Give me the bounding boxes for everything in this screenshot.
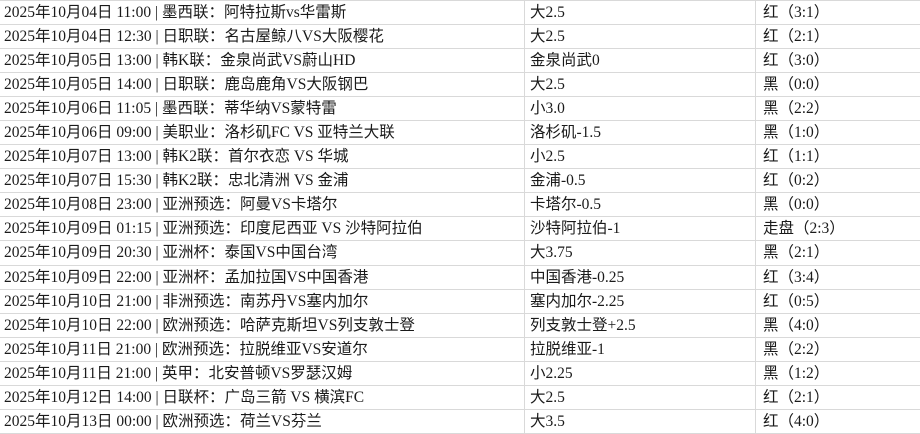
match-info-cell: 2025年10月08日 23:00 | 亚洲预选：阿曼VS卡塔尔 — [0, 193, 525, 217]
pick-cell: 小3.0 — [525, 97, 756, 121]
pick-cell: 大2.5 — [525, 1, 756, 25]
result-cell: 黑（4:0） — [756, 313, 920, 337]
pick-cell: 大3.75 — [525, 241, 756, 265]
match-info-cell: 2025年10月09日 01:15 | 亚洲预选：印度尼西亚 VS 沙特阿拉伯 — [0, 217, 525, 241]
match-info-cell: 2025年10月11日 21:00 | 欧洲预选：拉脱维亚VS安道尔 — [0, 337, 525, 361]
result-cell: 走盘（2:3） — [756, 217, 920, 241]
result-cell: 红（0:5） — [756, 289, 920, 313]
match-info-cell: 2025年10月09日 20:30 | 亚洲杯：泰国VS中国台湾 — [0, 241, 525, 265]
pick-cell: 大2.5 — [525, 73, 756, 97]
result-cell: 红（3:0） — [756, 49, 920, 73]
pick-cell: 小2.25 — [525, 361, 756, 385]
result-cell: 红（2:1） — [756, 25, 920, 49]
pick-cell: 大3.5 — [525, 409, 756, 433]
match-info-cell: 2025年10月06日 09:00 | 美职业：洛杉矶FC VS 亚特兰大联 — [0, 121, 525, 145]
match-info-cell: 2025年10月07日 15:30 | 韩K2联：忠北清洲 VS 金浦 — [0, 169, 525, 193]
match-info-cell: 2025年10月05日 13:00 | 韩K联：金泉尚武VS蔚山HD — [0, 49, 525, 73]
table-row: 2025年10月09日 01:15 | 亚洲预选：印度尼西亚 VS 沙特阿拉伯沙… — [0, 217, 920, 241]
pick-cell: 洛杉矶-1.5 — [525, 121, 756, 145]
pick-cell: 列支敦士登+2.5 — [525, 313, 756, 337]
result-cell: 红（4:0） — [756, 409, 920, 433]
pick-cell: 大2.5 — [525, 25, 756, 49]
match-info-cell: 2025年10月05日 14:00 | 日职联：鹿岛鹿角VS大阪钢巴 — [0, 73, 525, 97]
pick-cell: 小2.5 — [525, 145, 756, 169]
pick-cell: 沙特阿拉伯-1 — [525, 217, 756, 241]
table-row: 2025年10月11日 21:00 | 欧洲预选：拉脱维亚VS安道尔拉脱维亚-1… — [0, 337, 920, 361]
match-info-cell: 2025年10月10日 22:00 | 欧洲预选：哈萨克斯坦VS列支敦士登 — [0, 313, 525, 337]
pick-cell: 拉脱维亚-1 — [525, 337, 756, 361]
pick-cell: 卡塔尔-0.5 — [525, 193, 756, 217]
result-cell: 红（3:1） — [756, 1, 920, 25]
result-cell: 黑（2:1） — [756, 241, 920, 265]
result-cell: 黑（0:0） — [756, 73, 920, 97]
result-cell: 黑（0:0） — [756, 193, 920, 217]
table-row: 2025年10月07日 15:30 | 韩K2联：忠北清洲 VS 金浦金浦-0.… — [0, 169, 920, 193]
table-row: 2025年10月10日 21:00 | 非洲预选：南苏丹VS塞内加尔塞内加尔-2… — [0, 289, 920, 313]
table-row: 2025年10月09日 22:00 | 亚洲杯：孟加拉国VS中国香港中国香港-0… — [0, 265, 920, 289]
match-info-cell: 2025年10月10日 21:00 | 非洲预选：南苏丹VS塞内加尔 — [0, 289, 525, 313]
result-cell: 黑（1:0） — [756, 121, 920, 145]
pick-cell: 金浦-0.5 — [525, 169, 756, 193]
match-info-cell: 2025年10月04日 12:30 | 日职联：名古屋鲸八VS大阪樱花 — [0, 25, 525, 49]
pick-cell: 中国香港-0.25 — [525, 265, 756, 289]
result-cell: 红（2:1） — [756, 385, 920, 409]
match-info-cell: 2025年10月04日 11:00 | 墨西联：阿特拉斯vs华雷斯 — [0, 1, 525, 25]
match-info-cell: 2025年10月11日 21:00 | 英甲：北安普顿VS罗瑟汉姆 — [0, 361, 525, 385]
result-cell: 红（0:2） — [756, 169, 920, 193]
table-row: 2025年10月10日 22:00 | 欧洲预选：哈萨克斯坦VS列支敦士登列支敦… — [0, 313, 920, 337]
pick-cell: 金泉尚武0 — [525, 49, 756, 73]
pick-cell: 塞内加尔-2.25 — [525, 289, 756, 313]
result-cell: 红（3:4） — [756, 265, 920, 289]
result-cell: 黑（1:2） — [756, 361, 920, 385]
result-cell: 黑（2:2） — [756, 97, 920, 121]
table-row: 2025年10月06日 09:00 | 美职业：洛杉矶FC VS 亚特兰大联洛杉… — [0, 121, 920, 145]
match-info-cell: 2025年10月07日 13:00 | 韩K2联：首尔衣恋 VS 华城 — [0, 145, 525, 169]
result-cell: 红（1:1） — [756, 145, 920, 169]
match-info-cell: 2025年10月13日 00:00 | 欧洲预选：荷兰VS芬兰 — [0, 409, 525, 433]
match-info-cell: 2025年10月06日 11:05 | 墨西联：蒂华纳VS蒙特雷 — [0, 97, 525, 121]
result-cell: 黑（2:2） — [756, 337, 920, 361]
match-info-cell: 2025年10月09日 22:00 | 亚洲杯：孟加拉国VS中国香港 — [0, 265, 525, 289]
pick-cell: 大2.5 — [525, 385, 756, 409]
match-info-cell: 2025年10月12日 14:00 | 日联杯：广岛三箭 VS 横滨FC — [0, 385, 525, 409]
